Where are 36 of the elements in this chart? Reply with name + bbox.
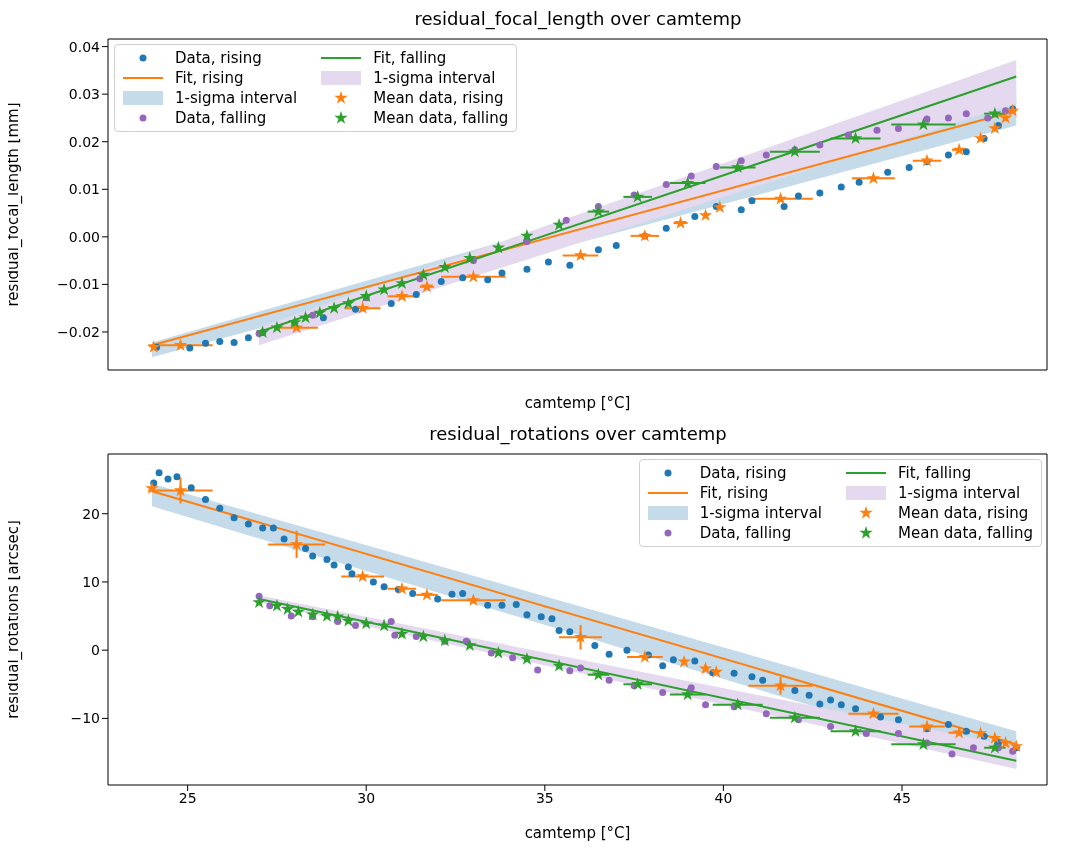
legend-label: Data, rising bbox=[175, 49, 262, 67]
legend-label: Mean data, falling bbox=[898, 524, 1033, 542]
x-axis-title: camtemp [°C] bbox=[524, 824, 631, 842]
x-tick-label: 40 bbox=[714, 789, 733, 806]
legend-label: 1-sigma interval bbox=[373, 69, 496, 87]
y-tick-label: 0.00 bbox=[68, 228, 100, 245]
y-tick-label: −10 bbox=[70, 710, 100, 727]
y-tick-label: 0.04 bbox=[68, 38, 101, 55]
chart-title: residual_rotations over camtemp bbox=[428, 423, 728, 445]
legend-label: Mean data, falling bbox=[373, 109, 509, 127]
legend-label: Mean data, rising bbox=[898, 504, 1029, 522]
x-tick-label: 35 bbox=[535, 789, 554, 806]
x-axis-title: camtemp [°C] bbox=[524, 394, 631, 412]
x-tick-label: 25 bbox=[178, 789, 197, 806]
chart-title: residual_focal_length over camtemp bbox=[413, 8, 743, 30]
y-tick-label: 0.01 bbox=[68, 181, 100, 198]
y-tick-label: 0.03 bbox=[68, 86, 100, 103]
x-tick-label: 45 bbox=[893, 789, 911, 806]
y-tick-label: −0.02 bbox=[57, 323, 100, 340]
y-tick-label: −0.01 bbox=[57, 276, 100, 293]
legend-label: Data, falling bbox=[175, 109, 267, 127]
legend-label: Fit, rising bbox=[699, 484, 769, 502]
y-tick-label: 10 bbox=[82, 573, 100, 590]
legend-label: Fit, falling bbox=[373, 49, 447, 67]
legend-label: Data, falling bbox=[699, 524, 792, 542]
legend-label: Fit, rising bbox=[175, 69, 244, 87]
legend-label: 1-sigma interval bbox=[175, 89, 298, 107]
y-tick-label: 20 bbox=[82, 505, 100, 522]
x-tick-label: 30 bbox=[357, 789, 376, 806]
y-tick-label: 0.02 bbox=[68, 133, 100, 150]
legend-label: 1-sigma interval bbox=[898, 484, 1021, 502]
legend-label: 1-sigma interval bbox=[699, 504, 823, 522]
legend-label: Data, rising bbox=[699, 464, 787, 482]
y-tick-label: 0 bbox=[91, 642, 100, 659]
legend-label: Mean data, rising bbox=[373, 89, 504, 107]
legend-label: Fit, falling bbox=[898, 464, 972, 482]
